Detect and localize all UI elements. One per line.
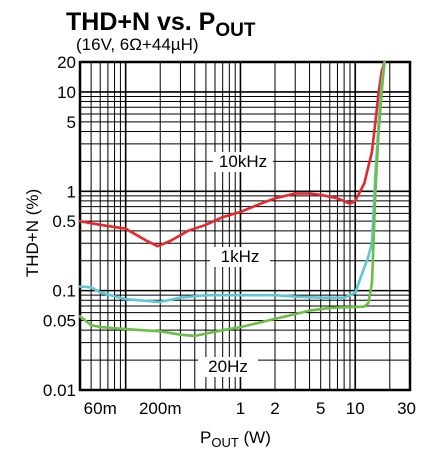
x-tick-label: 2 (270, 399, 279, 418)
x-tick-label: 30 (397, 399, 416, 418)
chart-title: THD+N vs. POUT (66, 8, 256, 41)
series-lines (78, 60, 386, 338)
x-axis-label-unit: (W) (239, 428, 271, 447)
series-line-10khz (78, 60, 386, 248)
plot-grid (80, 62, 410, 390)
y-axis-label: THD+N (%) (23, 189, 42, 277)
chart-title-main: THD+N vs. P (66, 8, 215, 36)
y-tick-label: 0.5 (52, 212, 76, 231)
y-tick-label: 10 (57, 83, 76, 102)
plot-frame (78, 60, 412, 392)
series-label-bg (210, 247, 270, 267)
y-tick-label: 1 (67, 182, 76, 201)
y-tick-label: 20 (57, 53, 76, 72)
series-label-1khz: 1kHz (221, 247, 260, 266)
series-labels: 10kHz 1kHz 20Hz (198, 152, 273, 377)
y-tick-label: 0.05 (43, 312, 76, 331)
series-line-20hz (78, 60, 386, 338)
series-label-bg (198, 357, 258, 377)
series-label-bg (213, 152, 273, 172)
y-tick-label: 5 (67, 113, 76, 132)
series-label-10khz: 10kHz (219, 152, 267, 171)
y-tick-label: 0.1 (52, 282, 76, 301)
x-tick-label: 60m (84, 399, 117, 418)
x-tick-labels: 60m 200m 1 2 5 10 30 (84, 399, 416, 418)
x-tick-label: 1 (236, 399, 245, 418)
y-tick-label: 0.01 (43, 381, 76, 400)
x-tick-label: 10 (346, 399, 365, 418)
x-axis-label: POUT (W) (200, 428, 271, 450)
chart-subtitle: (16V, 6Ω+44µH) (76, 35, 199, 54)
chart-title-subscript: OUT (215, 20, 256, 41)
x-tick-label: 5 (316, 399, 325, 418)
x-axis-label-subscript: OUT (211, 435, 239, 450)
x-axis-label-main: P (200, 428, 211, 447)
y-tick-labels: 0.01 0.05 0.1 0.5 1 5 10 20 (43, 53, 76, 400)
x-tick-label: 200m (139, 399, 182, 418)
series-label-20hz: 20Hz (208, 357, 248, 376)
